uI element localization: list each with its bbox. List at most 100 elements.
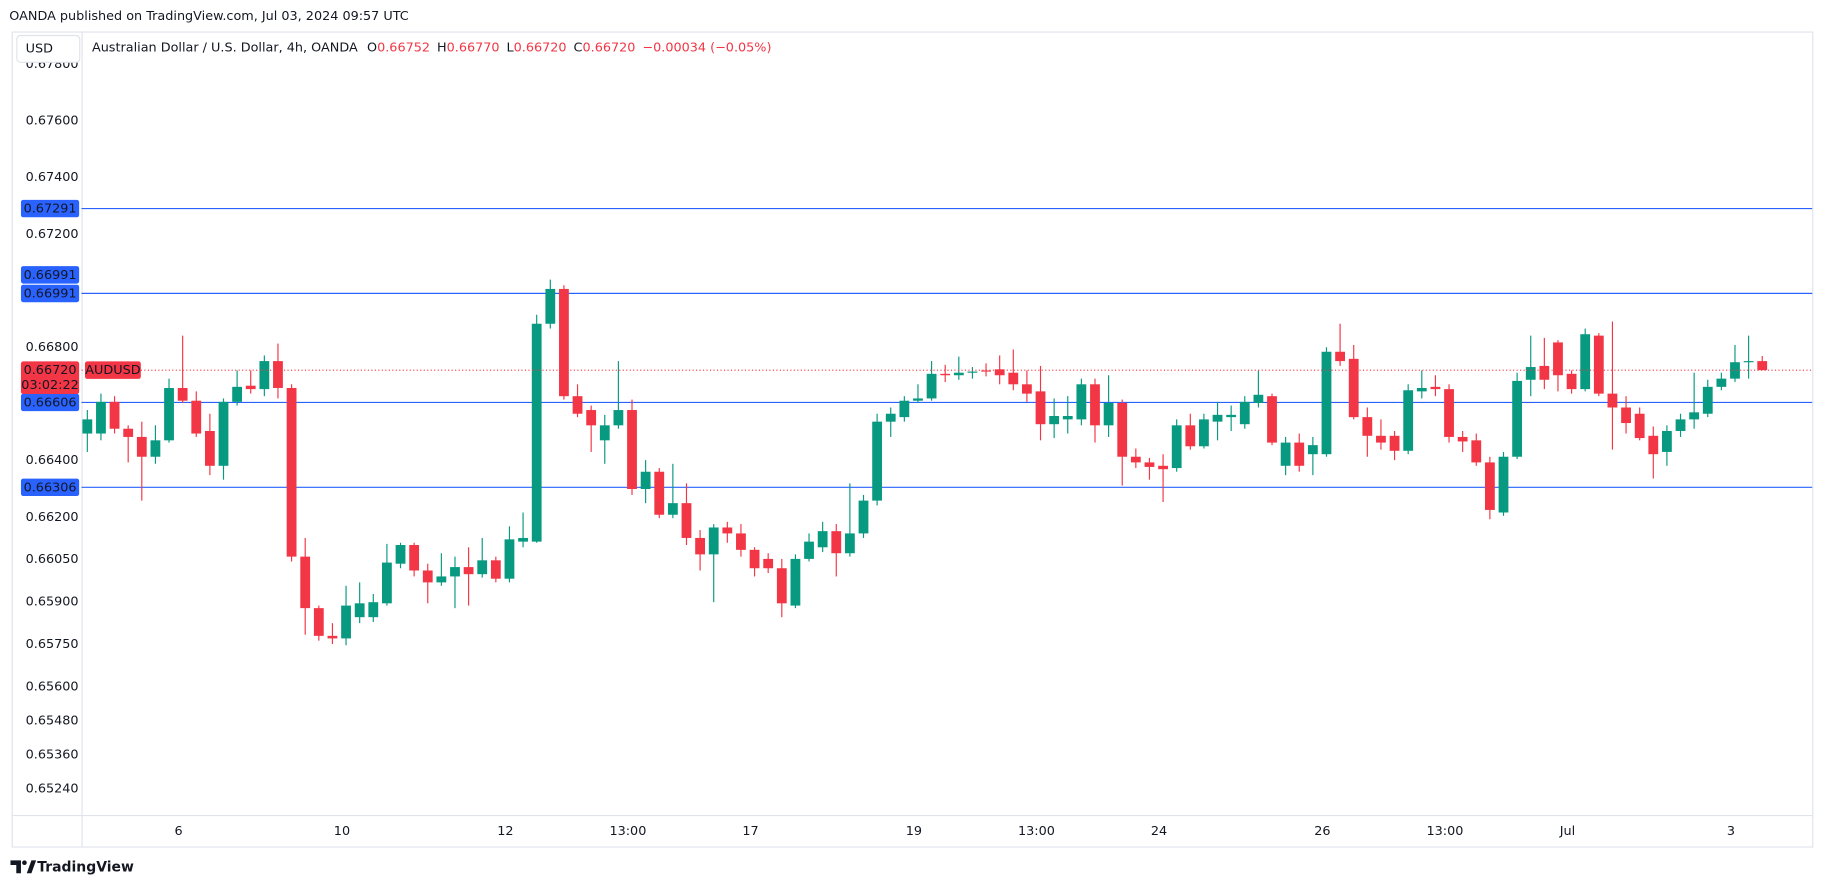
candle-body <box>123 428 134 437</box>
candle-body <box>627 410 637 489</box>
candle-body <box>1103 402 1114 426</box>
y-tick-label: 0.67400 <box>26 170 79 185</box>
candle-body <box>1471 440 1482 463</box>
y-tick-label: 0.66800 <box>26 340 79 355</box>
candle-body <box>409 545 420 571</box>
logo-mark <box>10 860 21 874</box>
candle-body <box>640 471 651 489</box>
candle-body <box>1212 414 1223 422</box>
candle-body <box>1335 351 1345 362</box>
candle-body <box>368 602 379 618</box>
candle-body <box>831 531 842 554</box>
candle-body <box>749 549 760 569</box>
candle-body <box>1416 387 1427 392</box>
x-tick-label: 26 <box>1314 824 1330 839</box>
candle-body <box>1457 436 1468 442</box>
x-tick-label: 19 <box>906 824 922 839</box>
legend-key: C <box>574 40 583 55</box>
candle-body <box>913 398 923 401</box>
legend-key: H <box>437 40 447 55</box>
candle-body <box>1226 414 1237 418</box>
candle-body <box>586 410 597 426</box>
candle-body <box>450 567 460 577</box>
symbol-box <box>84 361 141 379</box>
candle-body <box>1743 361 1754 363</box>
candle-body <box>926 373 937 399</box>
candle-body <box>1239 401 1250 425</box>
price-line-label: 0.66606 <box>24 395 77 410</box>
candle-body <box>150 440 161 457</box>
published-note: OANDA published on TradingView.com, Jul … <box>9 9 408 24</box>
candle-body <box>817 531 828 548</box>
candle-body <box>899 400 910 418</box>
candle-body <box>885 413 896 422</box>
x-tick-label: 24 <box>1151 824 1167 839</box>
candle-body <box>1022 384 1032 394</box>
candle-body <box>504 539 515 579</box>
candle-body <box>1662 430 1672 452</box>
price-line-label-box <box>20 393 80 412</box>
price-line-label: 0.66306 <box>24 480 77 495</box>
candle-body <box>708 527 719 555</box>
candle-body <box>1049 415 1060 425</box>
candle-body <box>1144 462 1155 467</box>
candle-body <box>1580 334 1591 390</box>
y-tick-label: 0.65240 <box>26 781 79 796</box>
y-tick-label: 0.65480 <box>26 714 79 729</box>
candle-body <box>82 419 93 434</box>
brand-logo <box>10 860 37 874</box>
candle-body <box>354 603 365 618</box>
candle-body <box>327 635 338 639</box>
candle-body <box>681 503 692 538</box>
y-tick-label: 0.67600 <box>26 114 79 129</box>
y-tick-label: 0.65900 <box>26 595 79 610</box>
legend-symbol: Australian Dollar / U.S. Dollar, 4h, OAN… <box>92 40 358 55</box>
currency-label: USD <box>26 41 53 56</box>
candle-body <box>572 396 583 414</box>
candle-body <box>1280 442 1291 466</box>
candle-body <box>1484 462 1495 510</box>
price-line-label: 0.67291 <box>24 202 77 217</box>
candle-body <box>1348 358 1359 418</box>
candle-body <box>1525 367 1536 380</box>
legend-key: O <box>367 40 377 55</box>
y-tick-label: 0.66050 <box>26 552 79 567</box>
candle-body <box>518 537 528 542</box>
y-tick-label: 0.65360 <box>26 747 79 762</box>
candle-body <box>736 533 746 550</box>
y-tick-label: 0.67200 <box>26 227 79 242</box>
candle-body <box>994 369 1005 376</box>
candle-body <box>136 436 147 457</box>
candle-body <box>1389 435 1400 451</box>
candle-body <box>559 288 569 397</box>
last-price-label: 0.66720 <box>24 363 77 378</box>
candle-body <box>872 421 883 501</box>
candle-body <box>273 361 283 388</box>
candle-body <box>1117 402 1128 457</box>
y-tick-label: 0.65750 <box>26 637 79 652</box>
candle-body <box>204 430 215 466</box>
candle-body <box>96 401 106 434</box>
x-tick-label: 13:00 <box>609 824 646 839</box>
legend-change: −0.00034 (−0.05%) <box>642 40 771 55</box>
candle-body <box>790 558 801 606</box>
candle-body <box>844 533 855 554</box>
candle-body <box>1267 396 1277 443</box>
legend-value: 0.66720 <box>582 40 635 55</box>
candle-body <box>259 361 270 390</box>
candle-body <box>1648 435 1659 455</box>
plot-area: 0.678000.676000.674000.672000.668000.664… <box>26 57 1813 839</box>
candle-body <box>1621 407 1631 424</box>
y-tick-label: 0.66400 <box>26 453 79 468</box>
candle-body <box>1171 425 1182 469</box>
y-tick-label: 0.66200 <box>26 510 79 525</box>
candle-body <box>109 401 120 429</box>
last-price-box <box>20 361 80 395</box>
candle-body <box>1716 378 1727 387</box>
x-tick-label: 13:00 <box>1018 824 1055 839</box>
candle-body <box>545 288 556 324</box>
logo-mark <box>26 860 37 874</box>
currency-button[interactable] <box>16 34 81 63</box>
